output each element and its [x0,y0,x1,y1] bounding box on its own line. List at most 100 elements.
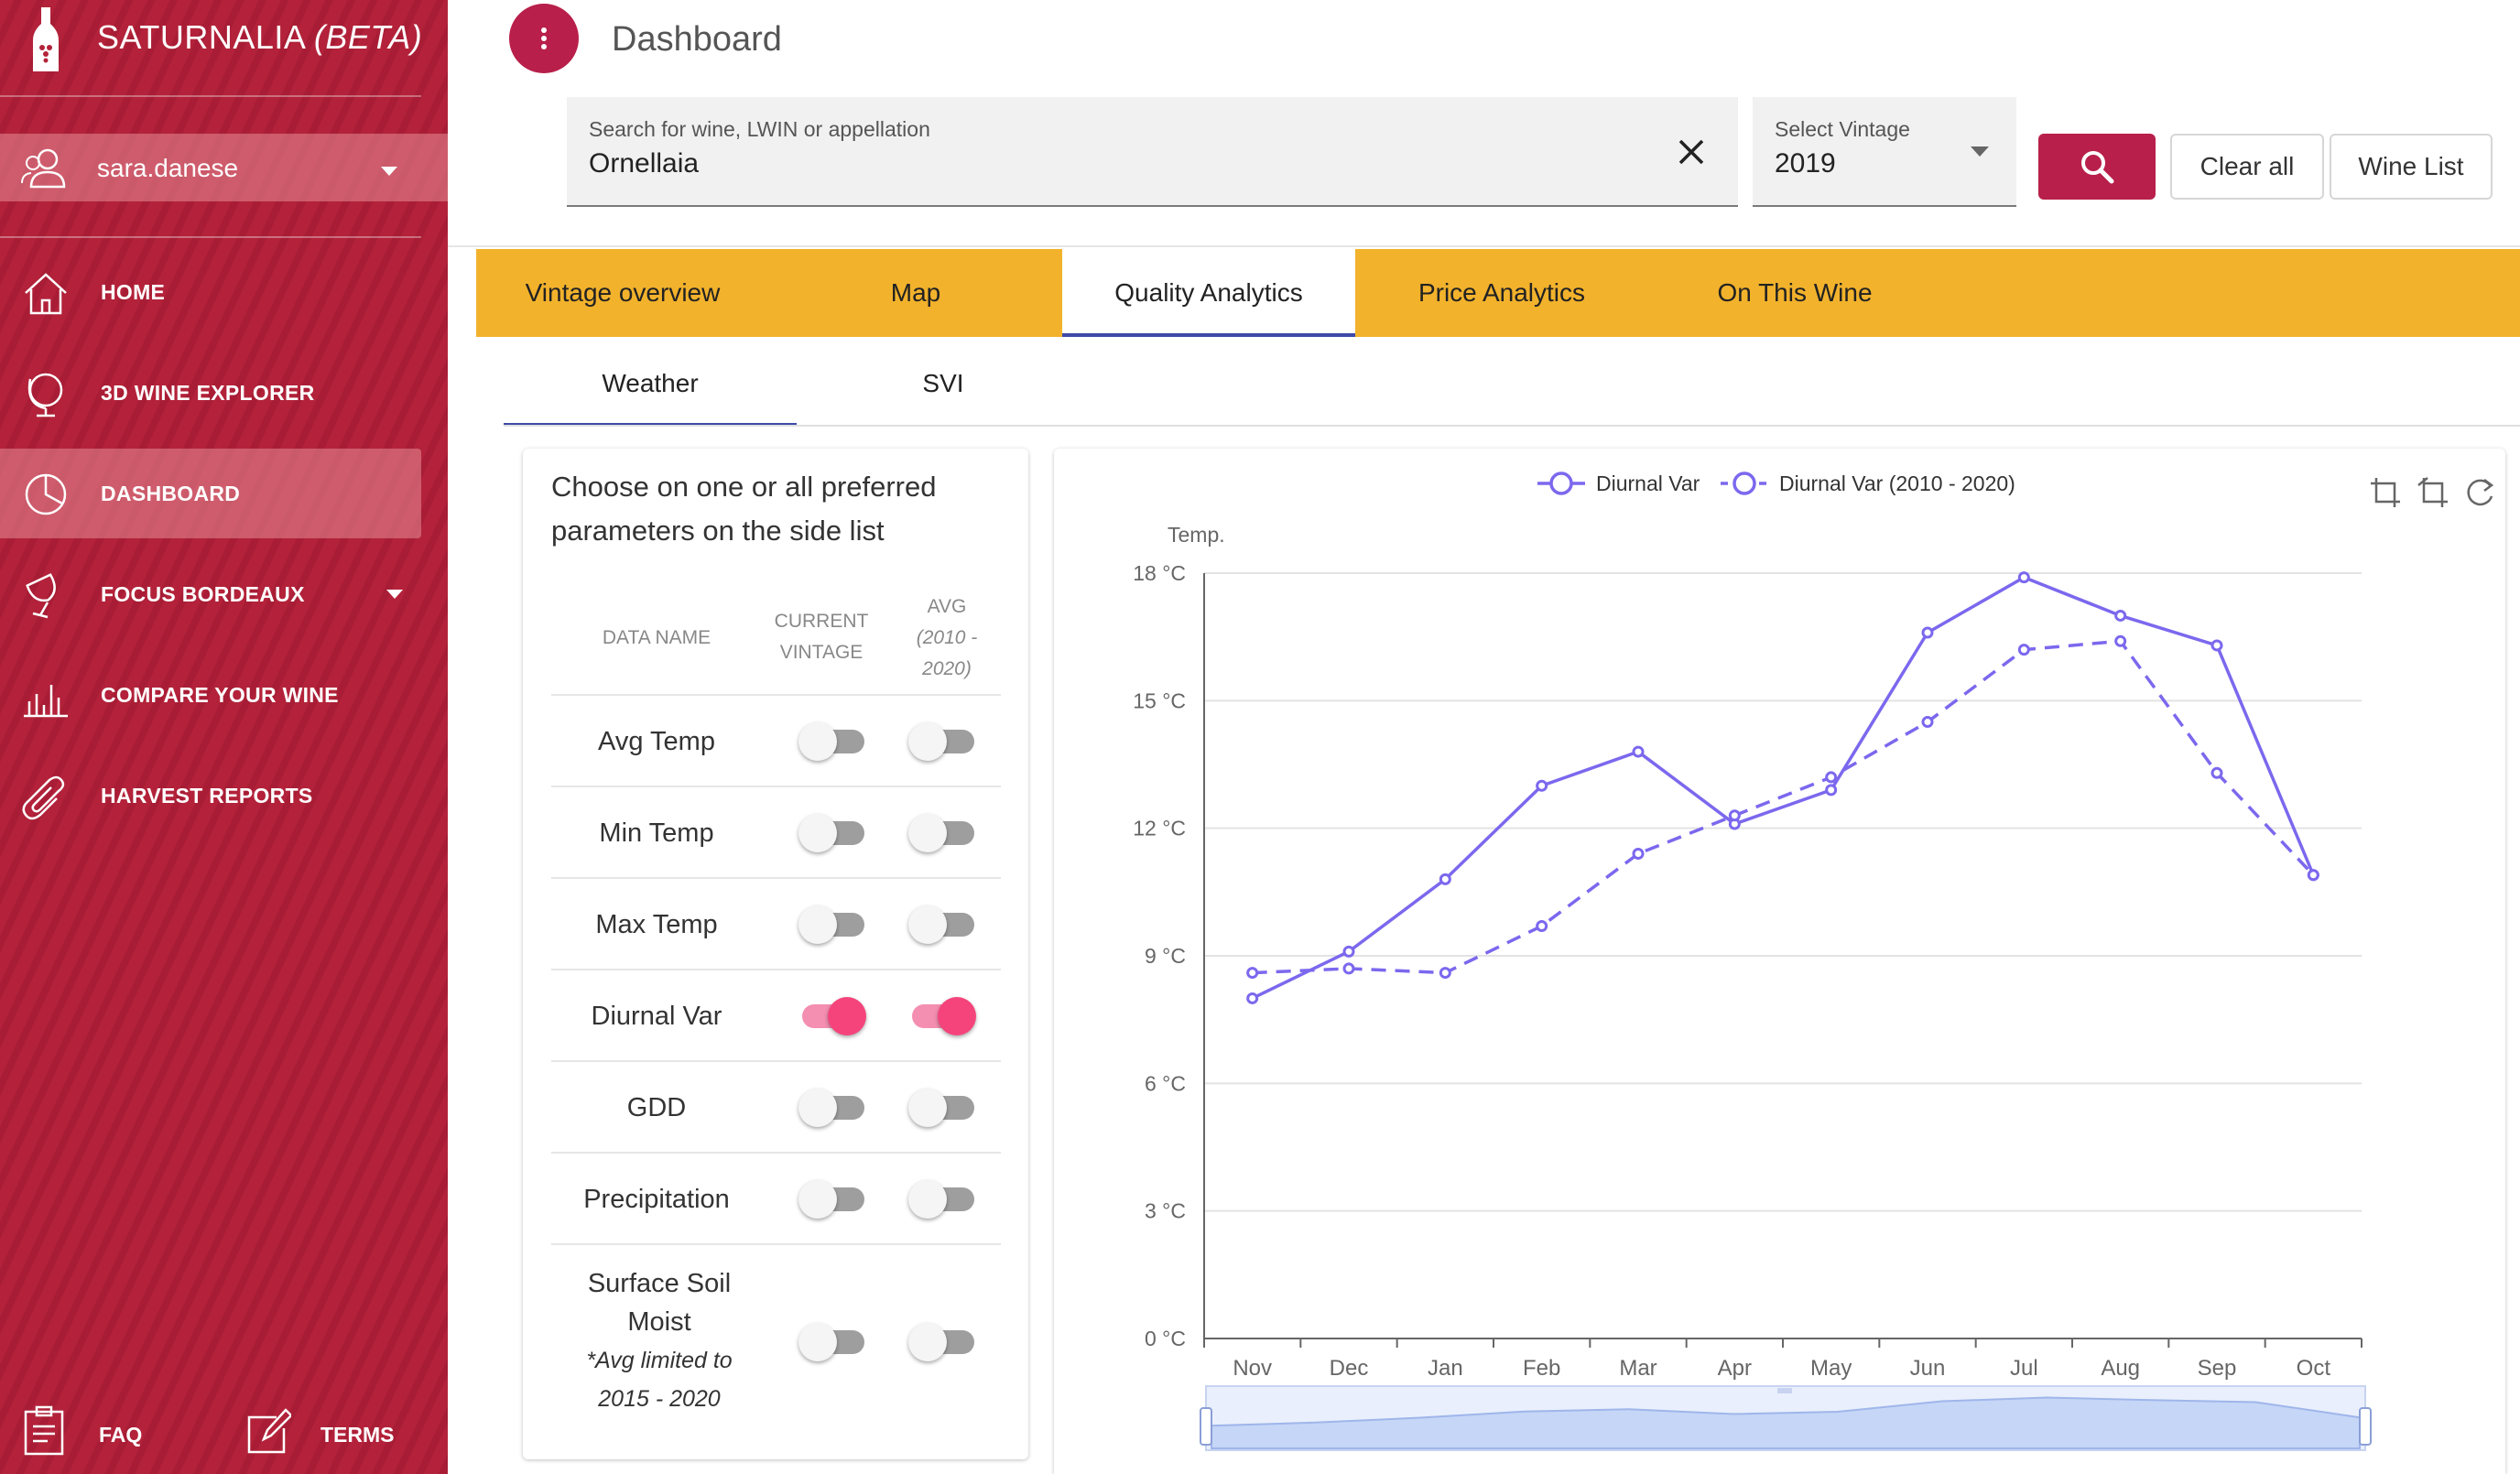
nav-item-focus-bordeaux[interactable]: FOCUS BORDEAUX [0,549,421,639]
more-menu-button[interactable] [509,4,579,73]
tab-map[interactable]: Map [890,278,941,307]
search-field[interactable]: Search for wine, LWIN or appellation [567,97,1738,207]
current-vintage-toggle[interactable] [798,992,866,1040]
tab-on-this-wine[interactable]: On This Wine [1717,278,1873,307]
avg-toggle[interactable] [908,992,976,1040]
bar-chart-icon [24,685,68,718]
legend-item[interactable]: Diurnal Var [1537,471,1700,495]
tab-vintage-overview[interactable]: Vintage overview [525,278,721,307]
nav-item-home[interactable]: HOME [0,247,421,337]
wine-glass-icon [26,573,56,619]
current-vintage-toggle[interactable] [798,809,866,857]
tab-price-analytics[interactable]: Price Analytics [1418,278,1586,307]
x-tick-label: Jan [1428,1356,1463,1381]
nav-item-harvest-reports[interactable]: HARVEST REPORTS [0,751,421,840]
y-tick-label: 18 °C [1133,561,1186,585]
current-vintage-toggle[interactable] [798,1084,866,1132]
chevron-down-icon[interactable] [381,167,397,176]
x-tick-label: Dec [1330,1356,1369,1381]
avg-toggle[interactable] [908,718,976,765]
data-point [1342,945,1355,958]
current-vintage-toggle[interactable] [798,901,866,948]
data-point [1921,716,1934,729]
main-tabs: Vintage overview Map Quality Analytics P… [476,249,2520,337]
search-label: Search for wine, LWIN or appellation [589,117,930,141]
header-data-name: DATA NAME [602,627,711,648]
nav-item-3d-wine-explorer[interactable]: 3D WINE EXPLORER [0,348,421,438]
nav-label: FAQ [99,1423,143,1447]
axes: 0 °C 3 °C 6 °C 9 °C 12 °C 15 °C 18 °C Temp. Nov D… [1133,523,2362,1381]
nav-item-terms[interactable]: TERMS [244,1404,427,1459]
zoom-handle-right[interactable] [2359,1407,2372,1446]
data-point [2307,869,2319,882]
nav-item-compare-your-wine[interactable]: COMPARE YOUR WINE [0,650,421,740]
avg-toggle[interactable] [908,901,976,948]
data-point [2017,571,2030,584]
chevron-down-icon[interactable] [1971,146,1989,157]
dot [541,36,547,41]
avg-toggle[interactable] [908,1084,976,1132]
x-tick-label: Mar [1619,1356,1656,1381]
legend-item[interactable]: Diurnal Var (2010 - 2020) [1721,471,2015,495]
subtab-svi[interactable]: SVI [922,369,964,397]
x-tick-label: Jul [2010,1356,2038,1381]
series-line-current [1251,575,2315,1001]
avg-toggle[interactable] [908,1176,976,1223]
divider [0,95,421,97]
data-point [1632,745,1645,758]
avg-toggle[interactable] [908,1318,976,1366]
vintage-label: Select Vintage [1775,117,1910,141]
divider [448,245,2520,247]
undo-zoom-icon[interactable] [2417,477,2448,507]
chart-panel: 0 °C 3 °C 6 °C 9 °C 12 °C 15 °C 18 °C Temp. Nov D… [1054,449,2505,1474]
data-point [1536,919,1548,932]
current-vintage-toggle[interactable] [798,1176,866,1223]
refresh-icon[interactable] [2467,479,2494,506]
nav-label: HARVEST REPORTS [101,784,313,807]
nav-label: TERMS [320,1423,395,1447]
parameter-name: Min Temp [599,818,714,848]
tab-quality-analytics[interactable]: Quality Analytics [1062,249,1355,337]
zoom-preview [1211,1396,2361,1449]
search-input[interactable] [589,148,1596,179]
parameter-panel: Choose on one or all preferred parameter… [523,449,1028,1459]
data-point [1536,779,1548,792]
zoom-grip[interactable] [1777,1388,1792,1393]
data-point [1728,809,1741,822]
close-icon[interactable] [1675,135,1708,168]
nav-item-faq[interactable]: FAQ [20,1404,203,1459]
data-point [1632,848,1645,861]
legend-marker [1549,471,1573,495]
data-point [1439,967,1451,980]
current-vintage-toggle[interactable] [798,718,866,765]
user-menu[interactable]: sara.danese [0,134,448,201]
vintage-value: 2019 [1775,148,1836,179]
wine-list-button[interactable]: Wine List [2330,134,2493,200]
nav-label: DASHBOARD [101,482,241,505]
search-button[interactable] [2038,134,2156,200]
paperclip-icon [22,775,65,820]
nav-item-dashboard[interactable]: DASHBOARD [0,449,421,538]
vintage-select[interactable]: Select Vintage 2019 [1753,97,2016,207]
app-title: SATURNALIA (BETA) [97,18,423,56]
parameter-row-avg-temp: Avg Temp [551,694,1001,786]
data-point [2017,644,2030,656]
y-axis-title: Temp. [1168,523,1225,547]
nav-label: COMPARE YOUR WINE [101,683,339,707]
chevron-down-icon[interactable] [386,590,403,599]
avg-toggle[interactable] [908,809,976,857]
y-tick-label: 0 °C [1145,1327,1186,1350]
parameter-row-min-temp: Min Temp [551,786,1001,877]
parameter-row-max-temp: Max Temp [551,877,1001,969]
subtab-weather[interactable]: Weather [504,341,797,427]
data-zoom-slider[interactable] [1200,1385,2372,1451]
brand[interactable]: SATURNALIA (BETA) [0,0,448,95]
crop-icon[interactable] [2371,478,2400,507]
data-point [1439,872,1451,885]
current-vintage-toggle[interactable] [798,1318,866,1366]
zoom-handle-left[interactable] [1200,1407,1212,1446]
data-point [1825,771,1838,784]
page-title: Dashboard [612,20,782,59]
x-tick-label: Aug [2101,1356,2140,1381]
clear-all-button[interactable]: Clear all [2170,134,2324,200]
